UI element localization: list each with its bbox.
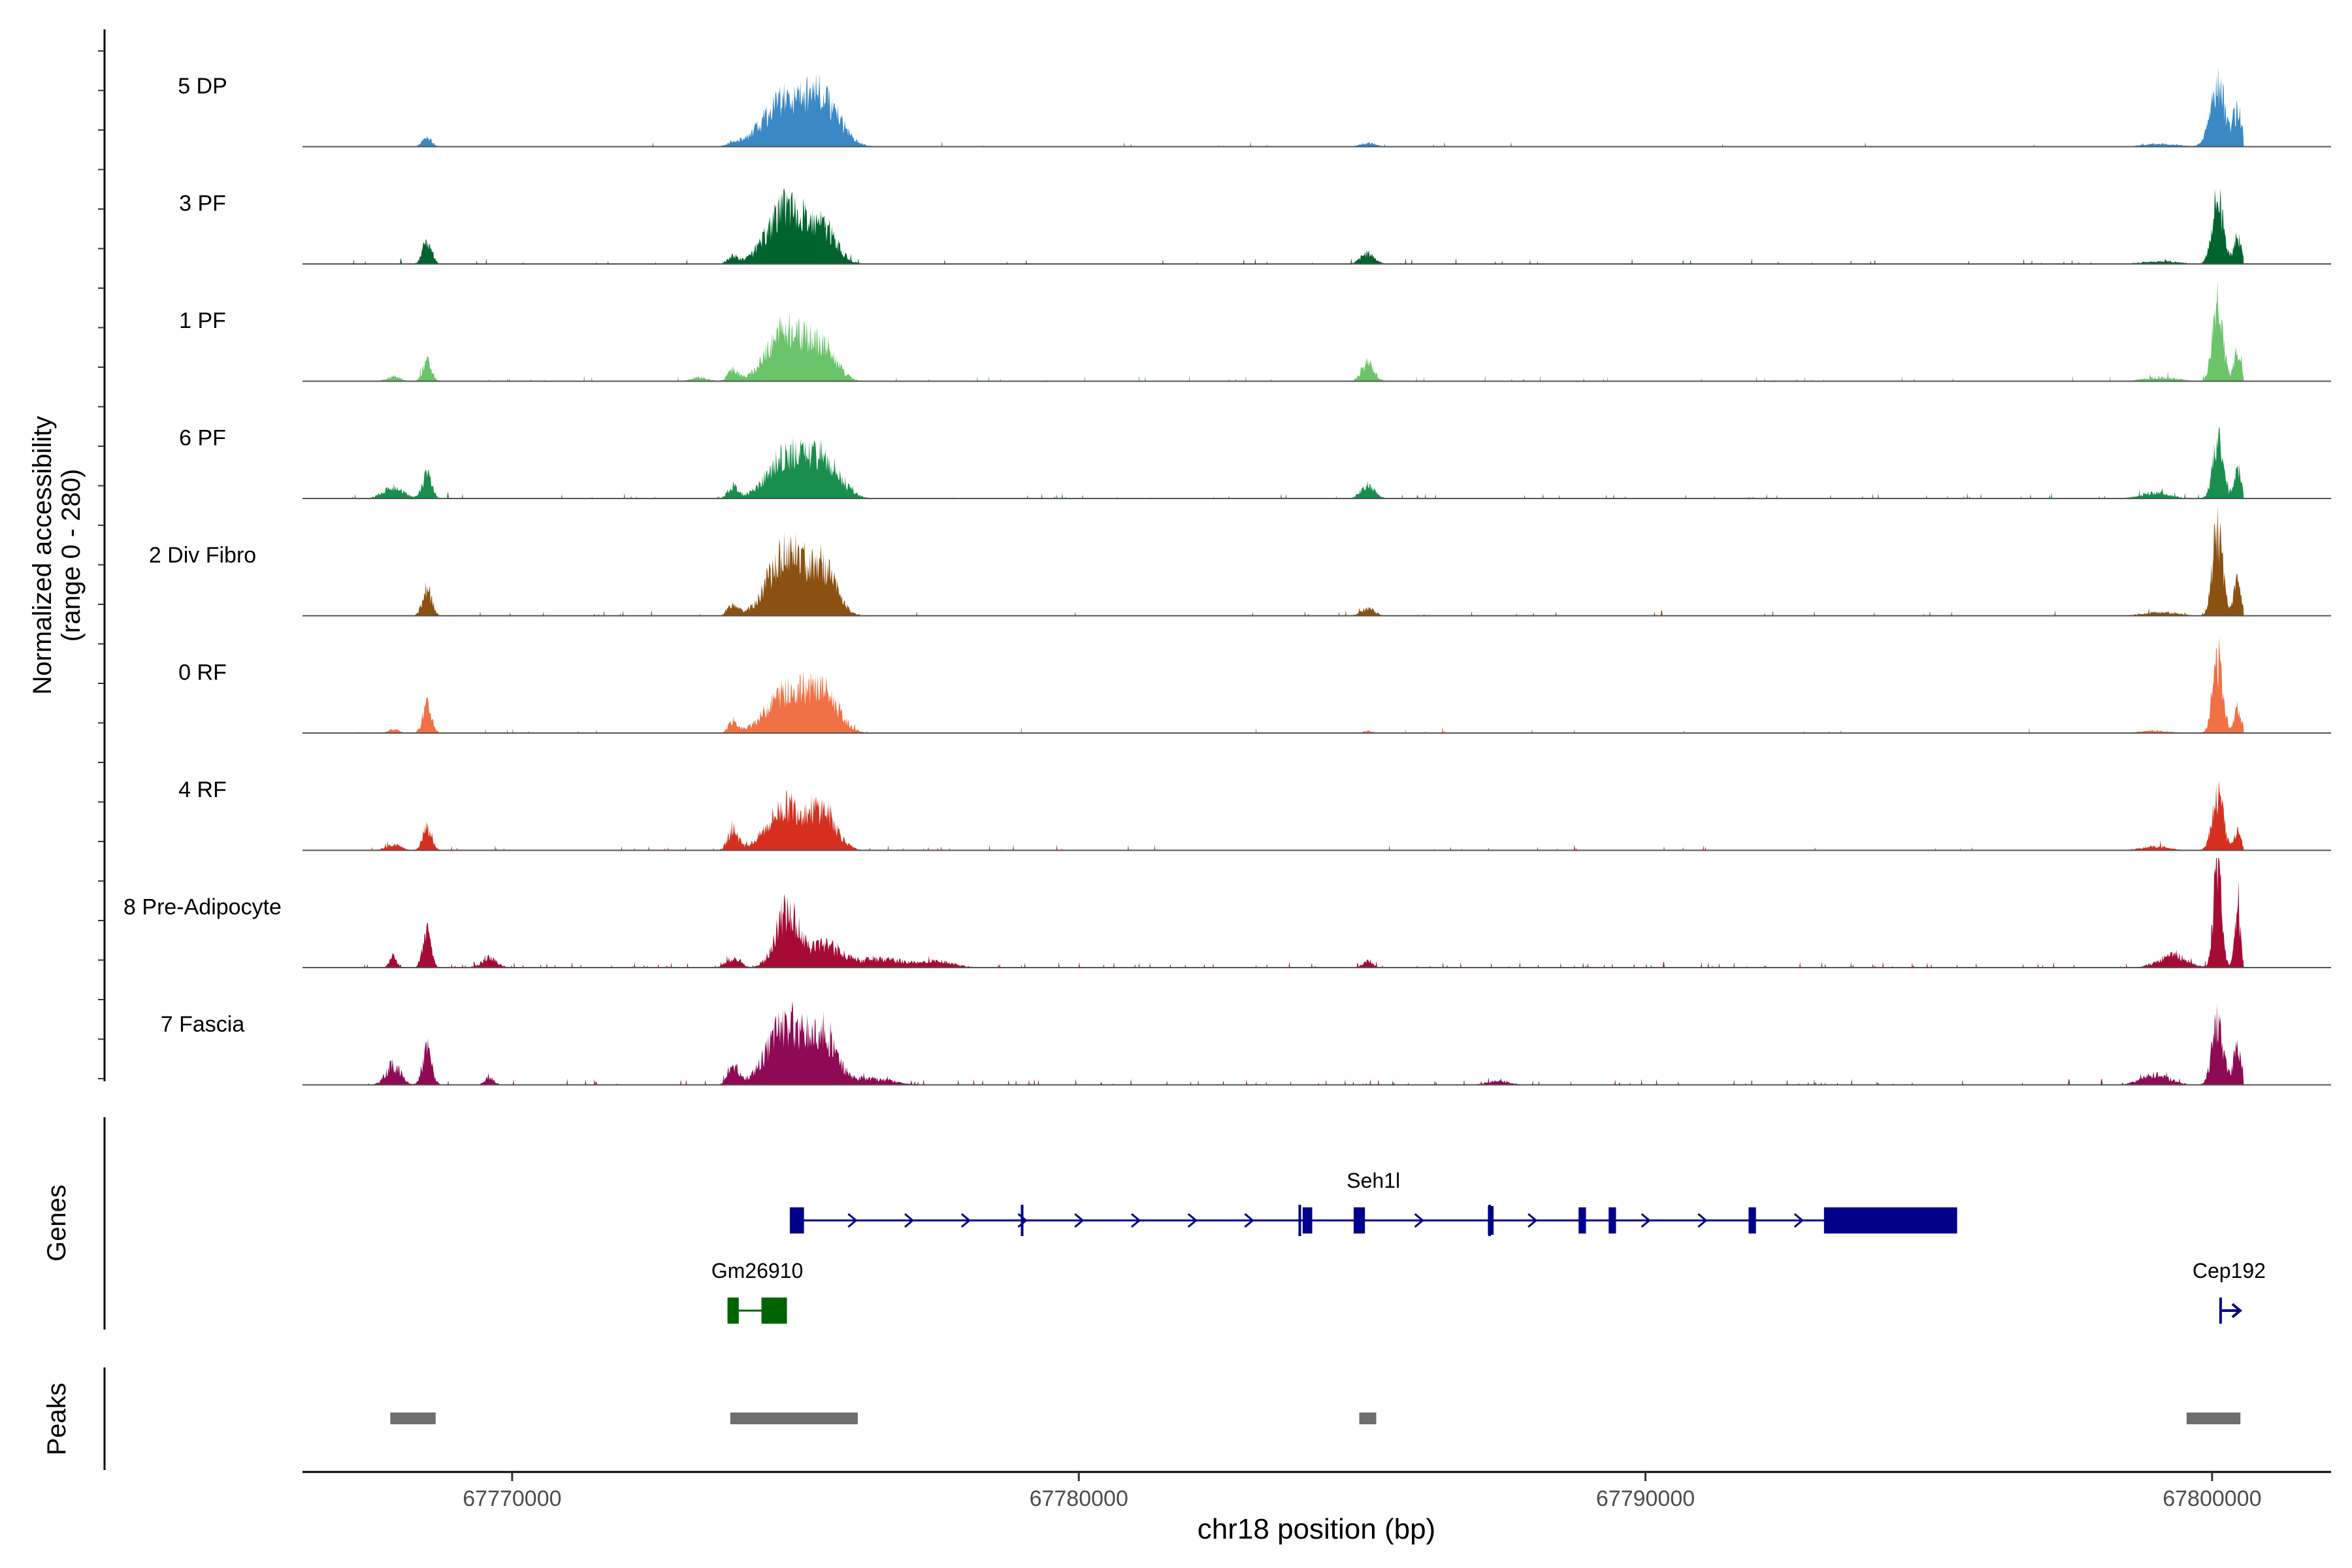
coverage-area [342,1001,2244,1085]
gene-label: Seh1l [1347,1169,1400,1192]
genes-panel-label: Genes [42,1184,71,1262]
track-label: 7 Fascia [161,1012,245,1037]
gene-exon [1302,1207,1313,1233]
peak-region [730,1413,858,1424]
track-2-div-fibro: 2 Div Fibro [149,506,2331,617]
gene-exon [1748,1207,1756,1233]
gene-exon [1609,1207,1616,1233]
gene-seh1l: Seh1l [789,1169,1957,1236]
peak-region [390,1413,436,1424]
coverage-area [342,280,2244,382]
coverage-y-axis-ticks [98,50,105,1079]
track-5-dp: 5 DP [178,66,2331,148]
strand-arrow [1017,1213,1028,1228]
track-label: 6 PF [179,426,226,451]
track-label: 8 Pre-Adipocyte [123,895,282,920]
x-tick-label: 67790000 [1596,1486,1695,1511]
x-tick-label: 67780000 [1030,1486,1128,1511]
track-7-fascia: 7 Fascia [161,1001,2331,1086]
coverage-area [342,506,2244,616]
coverage-area [342,858,2244,968]
track-3-pf: 3 PF [179,188,2331,265]
y-axis-label-line2: (range 0 - 280) [57,469,86,642]
strand-arrow [1641,1213,1651,1228]
gene-exon [1353,1207,1365,1233]
x-axis: 67770000 67780000 67790000 67800000 [463,1472,2262,1511]
track-label: 3 PF [179,191,226,216]
gene-exon [761,1298,787,1324]
track-0-rf: 0 RF [178,636,2331,734]
track-label: 4 RF [178,777,227,802]
strand-arrow [847,1213,858,1228]
strand-arrow [1527,1213,1538,1228]
x-axis-title: chr18 position (bp) [1198,1513,1435,1545]
track-label: 5 DP [178,74,227,99]
strand-arrow [1074,1213,1085,1228]
strand-arrow [1187,1213,1198,1228]
track-label: 1 PF [179,308,226,333]
gene-cep192: Cep192 [2193,1259,2266,1324]
tss-arrow [2219,1298,2242,1324]
strand-arrow [1414,1213,1424,1228]
y-axis-label-line1: Normalized accessibility [28,416,57,695]
strand-arrow [1793,1213,1805,1228]
coverage-area [342,636,2244,733]
coverage-area [342,66,2244,147]
track-1-pf: 1 PF [179,280,2331,382]
peaks-panel-label: Peaks [42,1382,71,1455]
strand-arrow [904,1213,915,1228]
peak-regions [390,1413,2241,1424]
gene-gm26910: Gm26910 [711,1259,804,1324]
coverage-area [342,427,2244,498]
coverage-tracks: 5 DP 3 PF 1 PF 6 PF 2 Div Fibro 0 RF 4 RF 8 Pre… [123,66,2331,1086]
peak-region [1359,1413,1377,1424]
strand-arrow [960,1213,972,1228]
track-4-rf: 4 RF [178,777,2331,851]
gene-label: Cep192 [2193,1259,2266,1282]
x-tick-label: 67800000 [2163,1486,2261,1511]
peak-region [2186,1413,2241,1424]
strand-arrow [1244,1213,1254,1228]
track-label: 2 Div Fibro [149,543,256,568]
gene-exon [1578,1207,1586,1233]
track-label: 0 RF [178,661,227,685]
gene-exon [1823,1207,1957,1233]
coverage-area [342,188,2244,264]
coverage-area [342,779,2244,851]
gene-exon [727,1298,739,1324]
track-6-pf: 6 PF [179,426,2331,499]
strand-arrow [1130,1213,1141,1228]
x-tick-label: 67770000 [463,1486,561,1511]
track-8-pre-adipocyte: 8 Pre-Adipocyte [123,858,2331,968]
gene-label: Gm26910 [711,1259,804,1282]
gene-annotations: Seh1l Gm26910 Cep192 [711,1169,2266,1324]
strand-arrow [1697,1213,1708,1228]
gene-exon [789,1207,804,1233]
